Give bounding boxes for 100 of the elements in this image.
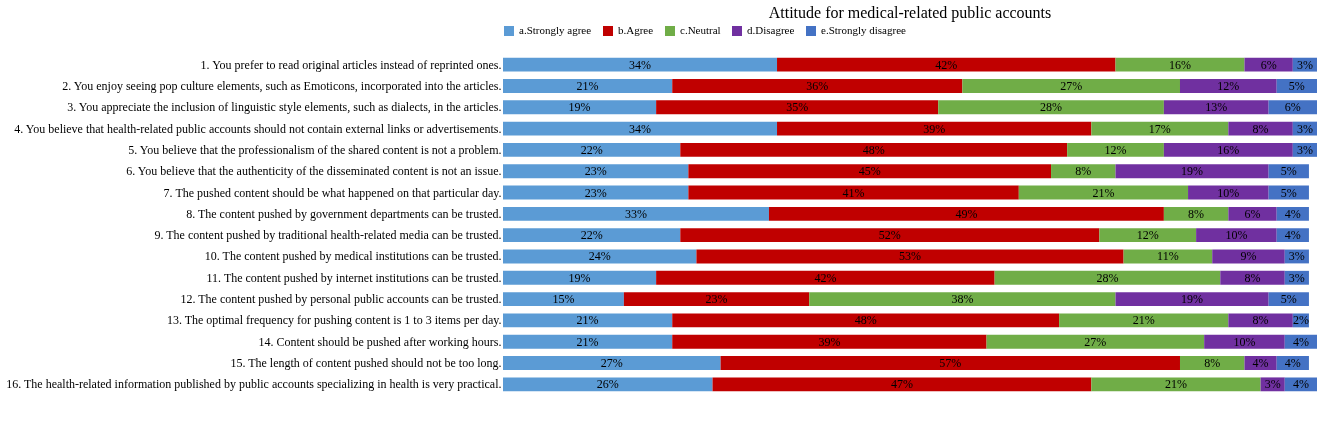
data-label: 41% xyxy=(842,185,865,200)
data-label: 3% xyxy=(1296,142,1313,157)
data-label: 27% xyxy=(1060,78,1083,93)
data-label: 53% xyxy=(899,249,921,264)
data-label: 13% xyxy=(1205,100,1228,115)
data-label: 2% xyxy=(1292,313,1309,328)
bar xyxy=(994,270,1221,285)
data-label: 4% xyxy=(1292,334,1309,349)
data-label: 23% xyxy=(584,185,607,200)
bar xyxy=(1244,57,1293,72)
data-label: 5% xyxy=(1280,185,1297,200)
data-label: 8% xyxy=(1204,356,1221,371)
bar xyxy=(986,334,1205,349)
bar xyxy=(1091,377,1261,392)
bar xyxy=(1163,206,1229,221)
data-label: 57% xyxy=(939,356,962,371)
bar xyxy=(1228,313,1293,328)
data-label: 36% xyxy=(806,78,829,93)
data-label: 33% xyxy=(624,206,647,221)
bar xyxy=(938,100,1164,115)
data-label: 52% xyxy=(878,228,901,243)
data-label: 42% xyxy=(814,270,837,285)
bar xyxy=(503,270,657,285)
bar xyxy=(1228,206,1277,221)
y-tick-label: 16. The health-related information published by public accounts specializing in health is very practical. xyxy=(6,377,502,392)
y-tick-label: 5. You believe that the professionalism of the shared content is not a problem. xyxy=(128,142,502,157)
y-tick-label: 12. The content pushed by personal public accounts can be trusted. xyxy=(180,292,502,307)
bar xyxy=(656,270,995,285)
data-label: 45% xyxy=(858,164,881,179)
bar xyxy=(503,292,624,307)
data-label: 21% xyxy=(576,313,599,328)
bar xyxy=(1051,164,1116,179)
data-label: 19% xyxy=(568,270,591,285)
bar xyxy=(1228,121,1293,136)
bar xyxy=(1067,142,1164,157)
y-tick-label: 15. The length of content pushed should not be too long. xyxy=(230,356,502,371)
data-label: 49% xyxy=(955,206,978,221)
data-label: 21% xyxy=(1132,313,1155,328)
bar xyxy=(1018,185,1189,200)
data-label: 23% xyxy=(705,292,728,307)
bar xyxy=(680,228,1100,243)
y-tick-label: 7. The pushed content should be what happened on that particular day. xyxy=(163,185,502,200)
data-label: 38% xyxy=(951,292,974,307)
data-label: 21% xyxy=(1092,185,1115,200)
data-label: 15% xyxy=(552,292,575,307)
data-label: 16% xyxy=(1168,57,1191,72)
y-tick-label: 8. The content pushed by government departments can be trusted. xyxy=(186,206,502,221)
bar xyxy=(720,356,1180,370)
y-tick-label: 3. You appreciate the inclusion of linguistic style elements, such as dialects, in the articles. xyxy=(67,100,502,115)
bar xyxy=(1220,270,1285,285)
y-tick-label: 13. The optimal frequency for pushing content is 1 to 3 items per day. xyxy=(166,313,502,328)
data-label: 3% xyxy=(1264,377,1281,392)
bar xyxy=(672,313,1060,328)
chart-title: Attitude for medical-related public accounts xyxy=(768,4,1052,22)
bar xyxy=(503,334,673,349)
bar xyxy=(1179,356,1245,370)
bar xyxy=(672,334,987,349)
y-tick-label: 2. You enjoy seeing pop culture elements, such as Emoticons, incorporated into the articles. xyxy=(62,78,502,93)
data-label: 35% xyxy=(786,100,809,115)
bar xyxy=(712,377,1092,392)
data-label: 22% xyxy=(580,228,603,243)
data-label: 5% xyxy=(1280,164,1297,179)
bar xyxy=(656,100,939,115)
data-label: 8% xyxy=(1252,121,1269,136)
data-label: 6% xyxy=(1284,100,1301,115)
legend-label: b.Agree xyxy=(618,24,654,36)
data-label: 17% xyxy=(1148,121,1171,136)
bar xyxy=(503,79,673,93)
data-label: 47% xyxy=(890,377,913,392)
data-label: 19% xyxy=(1181,164,1204,179)
data-label: 19% xyxy=(1181,292,1204,307)
data-label: 6% xyxy=(1260,57,1277,72)
y-tick-label: 10. The content pushed by medical institutions can be trusted. xyxy=(204,249,502,264)
bar xyxy=(1179,79,1277,93)
data-label: 4% xyxy=(1252,356,1269,371)
data-label: 28% xyxy=(1040,100,1063,115)
bar xyxy=(503,228,681,243)
data-label: 12% xyxy=(1136,228,1159,243)
bar xyxy=(503,121,778,136)
bar xyxy=(1115,292,1269,307)
legend-label: c.Neutral xyxy=(680,24,721,36)
data-label: 3% xyxy=(1288,270,1305,285)
data-label: 28% xyxy=(1096,270,1119,285)
bar xyxy=(777,57,1116,72)
data-label: 3% xyxy=(1288,249,1305,264)
data-label: 4% xyxy=(1284,228,1301,243)
data-label: 3% xyxy=(1296,121,1313,136)
bar xyxy=(1091,121,1229,136)
data-label: 27% xyxy=(600,356,623,371)
data-label: 48% xyxy=(854,313,877,328)
bar xyxy=(1163,100,1269,115)
data-label: 39% xyxy=(923,121,946,136)
data-label: 16% xyxy=(1217,142,1240,157)
bar xyxy=(503,377,713,392)
data-label: 34% xyxy=(629,57,652,72)
bar xyxy=(503,164,689,179)
data-label: 39% xyxy=(818,334,841,349)
data-label: 4% xyxy=(1284,206,1301,221)
bar xyxy=(503,57,778,72)
data-label: 4% xyxy=(1284,356,1301,371)
